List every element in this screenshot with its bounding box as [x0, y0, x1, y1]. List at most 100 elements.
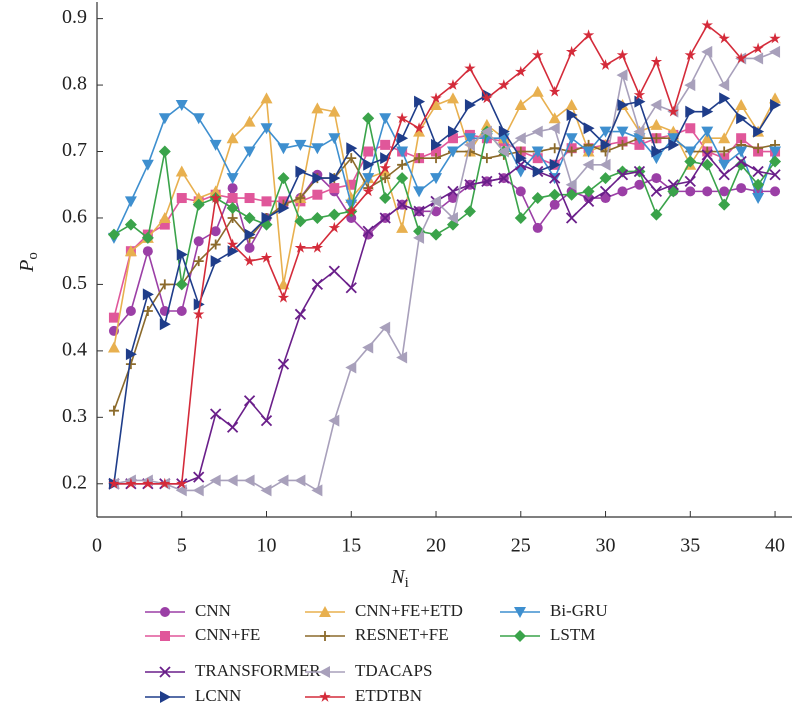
marker [277, 143, 290, 155]
marker [549, 158, 561, 171]
x-tick-label: 35 [680, 535, 700, 557]
marker [243, 115, 256, 127]
marker [346, 212, 357, 223]
y-tick-label: 0.7 [62, 139, 87, 161]
legend-label: CNN [195, 601, 231, 620]
marker [431, 146, 442, 157]
marker [345, 199, 358, 211]
marker [396, 172, 409, 185]
marker [176, 306, 187, 316]
marker [295, 165, 307, 178]
marker [753, 143, 764, 154]
marker [396, 112, 408, 124]
series-line [113, 153, 776, 485]
marker [311, 278, 324, 291]
marker [277, 474, 289, 487]
marker [667, 133, 680, 145]
marker [431, 206, 442, 217]
marker [752, 52, 764, 65]
marker [769, 169, 781, 181]
marker [701, 19, 713, 31]
marker [160, 607, 170, 617]
series-line [113, 50, 776, 492]
marker [142, 246, 153, 257]
marker [532, 165, 544, 178]
x-tick-label: 5 [177, 535, 187, 557]
marker [532, 49, 544, 61]
marker [617, 99, 629, 111]
marker [244, 193, 255, 204]
marker [159, 477, 171, 489]
marker [431, 153, 442, 164]
marker [514, 166, 527, 178]
marker [515, 186, 526, 197]
series-line [113, 24, 776, 485]
marker [328, 221, 341, 233]
marker [650, 118, 663, 130]
y-axis-label: Po [16, 252, 42, 273]
marker [464, 179, 476, 191]
marker [514, 211, 527, 224]
marker [701, 126, 714, 138]
marker [328, 414, 340, 427]
marker [736, 183, 747, 194]
marker [582, 185, 595, 198]
marker [667, 105, 680, 117]
marker [363, 158, 375, 171]
marker [701, 45, 713, 58]
marker [226, 421, 239, 433]
marker [616, 169, 629, 181]
marker [752, 193, 765, 205]
marker [277, 358, 290, 370]
legend-label: Bi-GRU [550, 601, 608, 620]
marker [769, 155, 782, 168]
marker [311, 143, 324, 155]
marker [447, 133, 458, 144]
marker [430, 99, 443, 110]
y-tick-label: 0.5 [62, 272, 87, 294]
marker [753, 125, 765, 138]
marker [414, 153, 425, 164]
marker [447, 193, 458, 204]
marker [719, 186, 730, 197]
marker [209, 192, 222, 203]
marker [379, 212, 391, 224]
marker [565, 99, 578, 110]
marker [446, 211, 458, 224]
marker [446, 146, 459, 158]
marker [346, 142, 358, 155]
legend-label: ETDTBN [355, 686, 422, 705]
marker [379, 192, 392, 205]
marker [278, 202, 290, 214]
x-tick-label: 0 [92, 535, 102, 557]
marker [379, 165, 392, 177]
marker [261, 211, 273, 224]
marker [176, 248, 188, 261]
legend-label: CNN+FE [195, 625, 260, 644]
marker [107, 228, 120, 241]
marker [260, 251, 273, 263]
marker [463, 205, 476, 218]
marker [430, 173, 443, 185]
marker [719, 153, 730, 164]
marker [565, 188, 578, 201]
marker [243, 255, 256, 267]
marker [447, 185, 459, 198]
marker [142, 477, 154, 489]
marker [531, 85, 544, 97]
legend-item: LCNN [145, 686, 241, 705]
marker [346, 153, 357, 164]
marker [209, 185, 222, 197]
marker [651, 145, 663, 158]
marker [380, 139, 391, 150]
marker [175, 100, 188, 111]
marker [396, 199, 408, 211]
legend-item: CNN+FE+ETD [305, 601, 463, 620]
marker [244, 242, 255, 253]
marker [480, 125, 492, 138]
marker [498, 79, 510, 90]
marker [158, 113, 171, 125]
marker [397, 132, 409, 145]
marker [685, 186, 696, 197]
marker [566, 108, 578, 121]
